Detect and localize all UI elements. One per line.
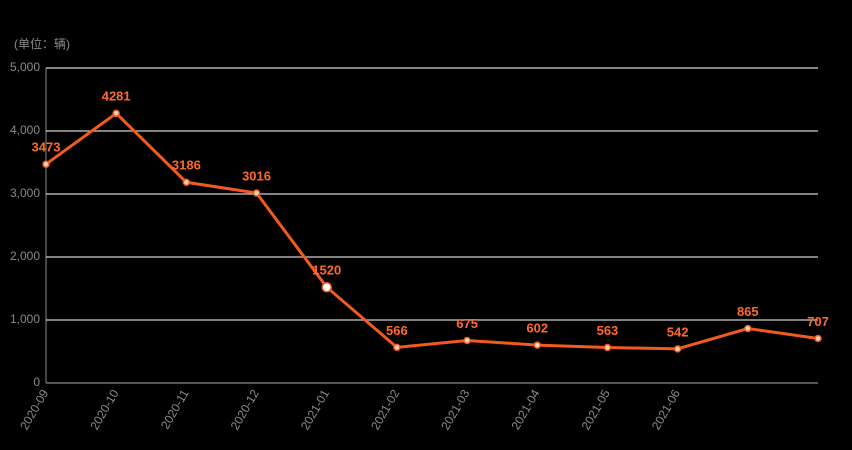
y-tick-label: 2,000 <box>10 249 40 263</box>
y-tick-label: 3,000 <box>10 186 40 200</box>
point <box>603 343 612 352</box>
point <box>321 281 332 293</box>
value-label: 542 <box>667 324 689 339</box>
x-tick-label: 2020-12 <box>228 387 262 432</box>
value-label: 3016 <box>242 168 271 183</box>
point <box>533 341 542 349</box>
value-label: 707 <box>807 314 829 329</box>
y-tick-label: 5,000 <box>10 60 40 74</box>
value-label: 602 <box>526 321 548 336</box>
point <box>182 178 191 187</box>
value-label: 865 <box>737 304 759 319</box>
x-tick-label: 2021-01 <box>298 387 332 432</box>
value-label: 4281 <box>102 89 131 104</box>
point <box>463 336 471 345</box>
x-tick-label: 2021-03 <box>438 387 472 432</box>
x-tick-label: 2021-06 <box>649 387 683 432</box>
y-tick-label: 1,000 <box>10 312 40 326</box>
y-tick-label: 0 <box>33 375 40 389</box>
x-tick-label: 2020-09 <box>17 387 51 432</box>
x-tick-label: 2021-02 <box>368 387 402 432</box>
line <box>45 111 819 351</box>
unit-label: (单位：辆) <box>14 36 70 51</box>
point <box>112 109 120 118</box>
y-tick-label: 4,000 <box>10 123 40 137</box>
point <box>252 189 261 197</box>
value-label: 675 <box>456 316 478 331</box>
value-label: 1520 <box>312 263 341 278</box>
point <box>393 343 401 352</box>
x-tick-label: 2021-05 <box>579 387 613 432</box>
x-tick-label: 2021-04 <box>508 387 542 432</box>
point <box>744 324 752 333</box>
point <box>814 334 822 343</box>
value-label: 3186 <box>172 158 201 173</box>
point <box>673 345 682 353</box>
x-tick-label: 2020-11 <box>158 387 192 432</box>
point <box>42 160 50 168</box>
x-tick-label: 2020-10 <box>87 387 121 432</box>
value-label: 563 <box>597 323 619 338</box>
value-label: 3473 <box>32 140 61 155</box>
value-label: 566 <box>386 323 408 338</box>
